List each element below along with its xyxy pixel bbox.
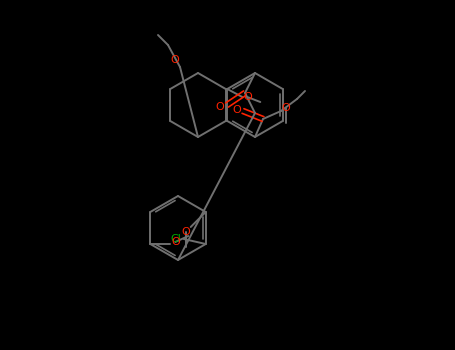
Text: O: O [182, 227, 190, 237]
Text: O: O [282, 103, 290, 113]
Text: Cl: Cl [170, 234, 181, 244]
Text: O: O [216, 102, 224, 112]
Text: O: O [171, 237, 180, 247]
Text: O: O [233, 105, 241, 115]
Text: O: O [171, 55, 179, 65]
Text: O: O [243, 92, 252, 102]
